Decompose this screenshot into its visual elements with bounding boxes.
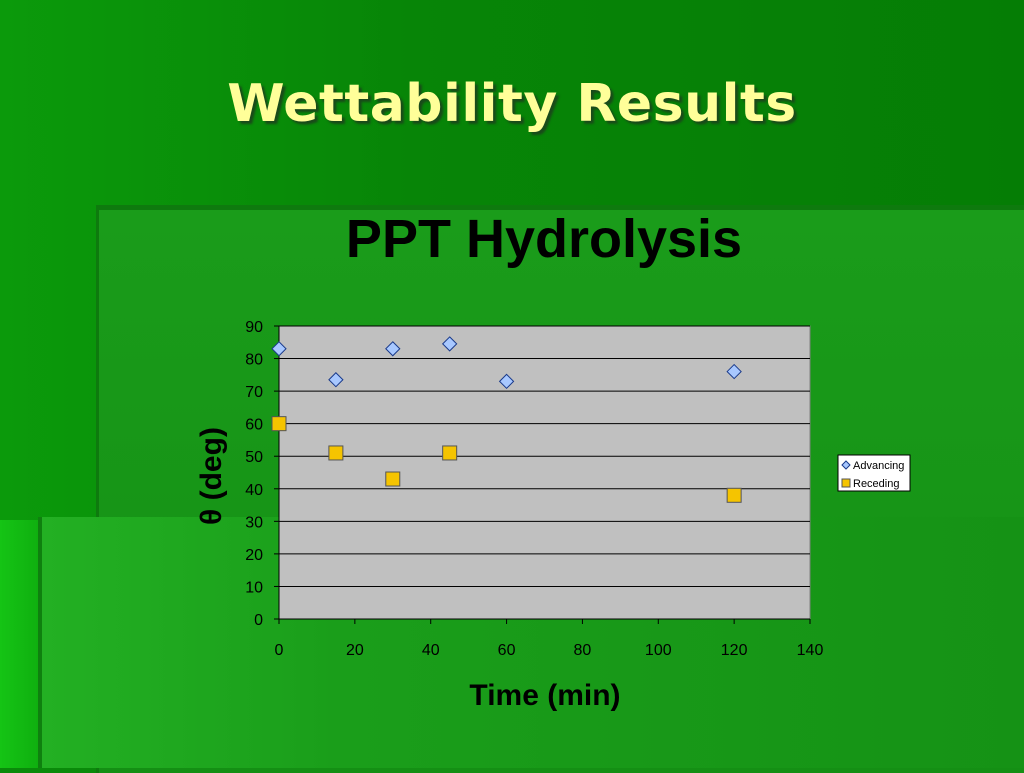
advancing-point xyxy=(498,373,515,390)
y-tick-label: 70 xyxy=(245,384,263,401)
advancing-point xyxy=(726,363,742,380)
x-tick-label: 20 xyxy=(346,642,364,659)
x-tick-label: 40 xyxy=(422,642,440,659)
advancing-point xyxy=(385,341,401,357)
y-tick-label: 50 xyxy=(245,449,263,466)
y-tick-label: 40 xyxy=(245,482,263,499)
x-tick-label: 60 xyxy=(498,642,516,659)
receding-point xyxy=(328,445,344,461)
advancing-point xyxy=(271,341,287,357)
x-tick-label: 100 xyxy=(645,642,672,659)
y-tick-label: 80 xyxy=(245,352,263,369)
x-tick-label: 140 xyxy=(797,642,824,659)
x-tick-label: 0 xyxy=(275,642,284,659)
legend-receding-icon xyxy=(841,478,851,488)
x-axis-label: Time (min) xyxy=(469,679,620,712)
y-axis-label: θ (deg) xyxy=(195,427,228,525)
axes xyxy=(274,325,811,624)
receding-point xyxy=(726,487,742,503)
y-tick-label: 20 xyxy=(245,547,263,564)
receding-point xyxy=(271,416,287,432)
receding-point xyxy=(442,445,458,461)
chart-title: PPT Hydrolysis xyxy=(345,209,743,269)
gridlines xyxy=(279,325,810,620)
y-tick-label: 90 xyxy=(245,319,263,336)
y-tick-label: 0 xyxy=(254,612,263,629)
x-tick-label: 80 xyxy=(574,642,592,659)
x-tick-labels: 0 20 40 60 80 100 120 140 xyxy=(275,642,824,659)
legend: Advancing Receding xyxy=(837,454,911,492)
x-tick-label: 120 xyxy=(721,642,748,659)
slide-title: Wettability Results xyxy=(227,74,797,134)
receding-point xyxy=(385,471,401,487)
background-edge xyxy=(0,520,38,768)
legend-label: Receding xyxy=(853,478,899,490)
y-tick-label: 30 xyxy=(245,514,263,531)
legend-advancing-icon xyxy=(841,460,851,470)
data-points xyxy=(271,336,742,503)
y-tick-label: 60 xyxy=(245,417,263,434)
advancing-point xyxy=(328,372,344,388)
y-tick-label: 10 xyxy=(245,579,263,596)
y-tick-labels: 0 10 20 30 40 50 60 70 80 90 xyxy=(245,319,263,629)
advancing-point xyxy=(441,336,458,352)
legend-label: Advancing xyxy=(853,460,904,472)
